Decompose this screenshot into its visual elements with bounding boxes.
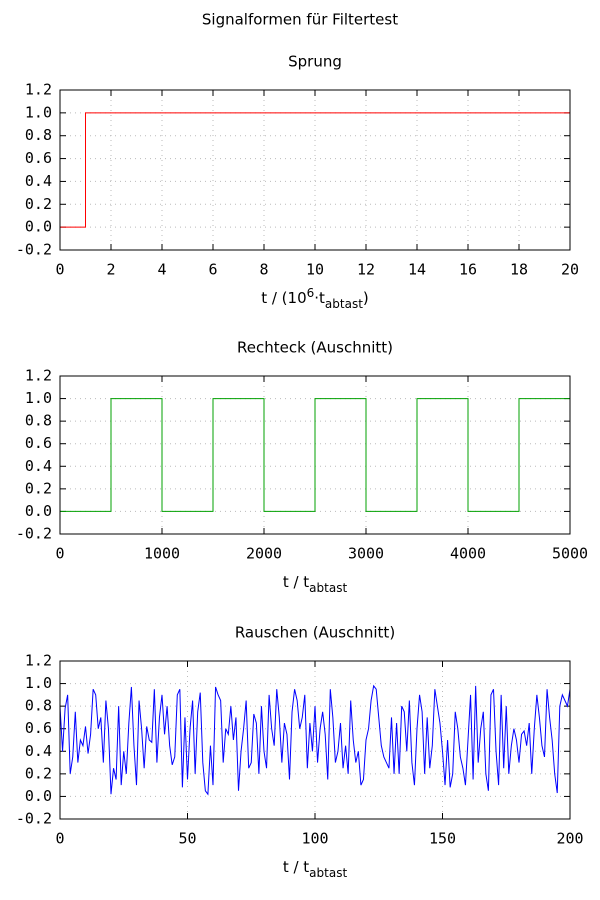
- x-tick-label: 100: [301, 830, 328, 848]
- y-tick-label: -0.2: [16, 525, 52, 543]
- plot-frame: [59, 89, 571, 251]
- x-axis-label-part: 6: [307, 286, 315, 300]
- y-tick-label: 0.4: [25, 742, 52, 760]
- y-tick-label: 0.8: [25, 412, 52, 430]
- x-axis-label-part: ): [363, 289, 369, 307]
- x-tick-label: 12: [357, 261, 375, 279]
- y-tick-label: 1.2: [25, 367, 52, 385]
- y-tick-label: 0.4: [25, 457, 52, 475]
- x-tick-label: 20: [561, 261, 579, 279]
- x-tick-label: 2: [106, 261, 115, 279]
- x-tick-label: 4: [157, 261, 166, 279]
- y-tick-label: 0.2: [25, 479, 52, 497]
- x-axis-label-part: t / (10: [261, 289, 306, 307]
- x-axis-label-part: ·t: [314, 289, 325, 307]
- figure-title: Signalformen für Filtertest: [202, 11, 398, 29]
- x-tick-label: 0: [55, 261, 64, 279]
- y-tick-label: 1.0: [25, 103, 52, 121]
- y-tick-label: 0.0: [25, 218, 52, 236]
- signal-line: [60, 398, 570, 512]
- x-tick-label: 6: [208, 261, 217, 279]
- x-axis-label: t / tabtast: [283, 573, 348, 595]
- y-tick-label: 0.6: [25, 434, 52, 452]
- x-axis-label-part: t / t: [283, 858, 309, 876]
- chart-title: Sprung: [288, 53, 342, 71]
- x-tick-label: 10: [306, 261, 324, 279]
- y-tick-label: 0.8: [25, 126, 52, 144]
- plot-frame: [59, 375, 571, 535]
- y-tick-label: 1.2: [25, 81, 52, 99]
- chart-title: Rauschen (Auschnitt): [235, 624, 395, 642]
- y-tick-label: -0.2: [16, 810, 52, 828]
- y-tick-label: 0.6: [25, 149, 52, 167]
- y-tick-label: 0.8: [25, 697, 52, 715]
- x-tick-label: 0: [55, 830, 64, 848]
- y-tick-label: 0.0: [25, 502, 52, 520]
- x-axis-label-part: abtast: [309, 866, 347, 880]
- x-tick-label: 0: [55, 545, 64, 563]
- plot-frame: [59, 660, 571, 820]
- y-tick-label: 1.0: [25, 389, 52, 407]
- x-tick-label: 18: [510, 261, 528, 279]
- x-tick-label: 150: [429, 830, 456, 848]
- y-tick-label: 0.0: [25, 787, 52, 805]
- signal-line: [59, 684, 571, 796]
- x-tick-label: 16: [459, 261, 477, 279]
- x-axis-label: t / tabtast: [283, 858, 348, 880]
- y-tick-label: 1.2: [25, 652, 52, 670]
- x-axis-label: t / (106·tabtast): [261, 286, 369, 311]
- signal-line: [60, 112, 570, 228]
- x-tick-label: 8: [259, 261, 268, 279]
- x-tick-label: 200: [556, 830, 583, 848]
- x-tick-label: 1000: [144, 545, 180, 563]
- x-axis-label-part: t / t: [283, 573, 309, 591]
- y-tick-label: 0.6: [25, 719, 52, 737]
- x-tick-label: 50: [178, 830, 196, 848]
- x-tick-label: 4000: [450, 545, 486, 563]
- chart-title: Rechteck (Auschnitt): [237, 339, 393, 357]
- x-tick-label: 5000: [552, 545, 588, 563]
- y-tick-label: -0.2: [16, 241, 52, 259]
- x-tick-label: 14: [408, 261, 426, 279]
- y-tick-label: 0.4: [25, 172, 52, 190]
- x-axis-label-part: abtast: [325, 297, 363, 311]
- x-tick-label: 2000: [246, 545, 282, 563]
- x-tick-label: 3000: [348, 545, 384, 563]
- y-tick-label: 0.2: [25, 764, 52, 782]
- y-tick-label: 1.0: [25, 674, 52, 692]
- y-tick-label: 0.2: [25, 195, 52, 213]
- x-axis-label-part: abtast: [309, 581, 347, 595]
